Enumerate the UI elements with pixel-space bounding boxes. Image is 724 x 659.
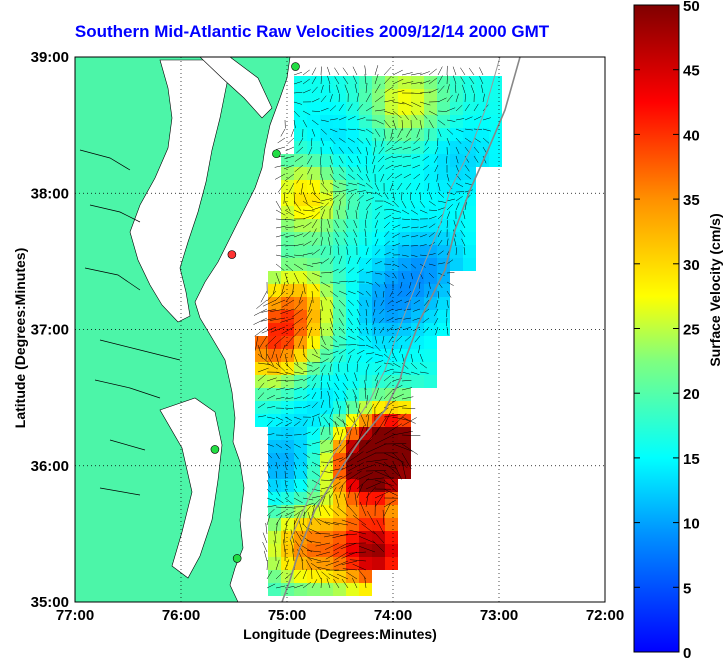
x-tick-label: 73:00 [480,607,518,624]
current-vectors [253,65,491,589]
y-tick-label: 36:00 [31,458,69,475]
station-marker [291,62,300,71]
x-tick-label: 74:00 [374,607,412,624]
colorbar-tick-label: 50 [683,0,700,15]
map-grid [75,57,605,602]
bay-water [129,59,233,323]
shelf-contour-2 [289,57,501,541]
colorbar-tick-label: 45 [683,63,700,80]
colorbar-tick-label: 35 [683,192,700,209]
x-tick-label: 75:00 [268,607,306,624]
radar-stations [210,62,300,563]
delaware-bay [199,57,273,119]
colorbar-tick-label: 10 [683,516,700,533]
colorbar-tick-label: 0 [683,645,691,659]
colorbar-tick-label: 5 [683,580,691,597]
station-marker [227,250,237,259]
sound-water [159,397,223,579]
shelf-break-contour [281,57,521,602]
colorbar-tick-label: 25 [683,322,700,339]
station-marker [232,554,242,563]
station-marker [272,149,281,159]
station-marker [210,445,220,454]
colorbar-tick-label: 30 [683,257,700,274]
x-tick-label: 77:00 [56,607,94,624]
colorbar-tick-label: 15 [683,451,700,468]
x-tick-label: 76:00 [162,607,200,624]
map-axes: 77:00 76:00 75:00 74:00 73:00 72:00 39:00 38:00… [31,49,625,624]
y-tick-label: 37:00 [31,322,69,339]
x-tick-label: 72:00 [586,607,624,624]
map-title: Southern Mid-Atlantic Raw Velocities 200… [74,22,550,41]
y-tick-label: 38:00 [31,185,69,202]
x-axis-label: Longitude (Degrees:Minutes) [243,626,437,642]
colorbar-tick-label: 20 [683,386,700,403]
y-tick-label: 35:00 [31,594,69,611]
y-tick-label: 39:00 [31,49,69,66]
colorbar-tick-label: 40 [683,127,700,144]
river-1 [79,149,181,496]
colorbar [633,4,680,653]
plot-frame [74,56,606,603]
